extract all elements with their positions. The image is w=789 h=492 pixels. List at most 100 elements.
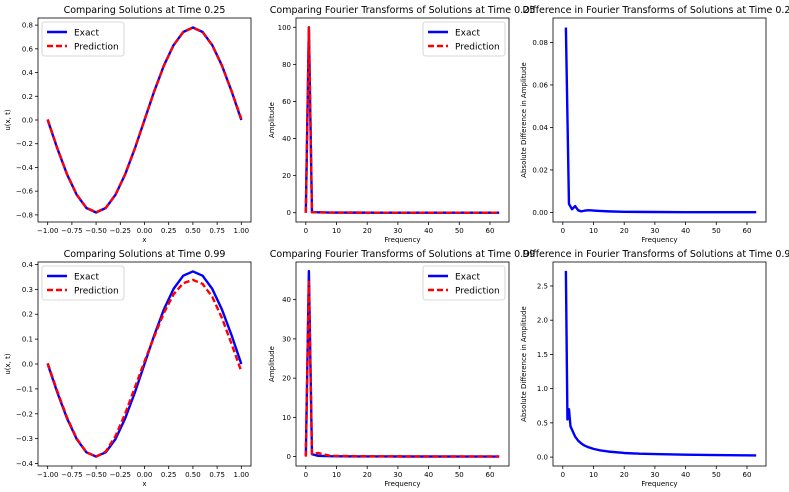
- series-line-2: [46, 26, 243, 214]
- y-axis-label: Absolute Difference in Amplitude: [520, 62, 528, 178]
- series-line-1: [564, 270, 757, 457]
- legend-label: Exact: [74, 28, 99, 38]
- x-axis-label: x: [142, 236, 146, 244]
- series-line-2: [46, 278, 243, 458]
- y-tick-label: −0.2: [16, 140, 33, 148]
- legend: Exact Prediction: [41, 265, 125, 301]
- chart-5: 0 10 20 30 40 50 60 0 10 20 30 40 Comparing Fourier …: [268, 249, 535, 488]
- y-tick-label: −0.2: [16, 410, 33, 418]
- y-tick-label: 100: [278, 24, 291, 32]
- legend: Exact Prediction: [422, 265, 506, 301]
- x-tick-label: 30: [393, 471, 402, 479]
- y-tick-label: 0.04: [532, 124, 548, 132]
- x-tick-label: 50: [712, 227, 721, 235]
- axes-frame: [552, 17, 767, 223]
- y-tick-label: 0.4: [22, 261, 34, 269]
- legend-label: Prediction: [74, 286, 119, 296]
- x-tick-label: 10: [332, 227, 341, 235]
- x-tick-label: −1.00: [37, 227, 58, 235]
- x-tick-label: 0: [561, 227, 565, 235]
- y-tick-label: 0.2: [22, 93, 33, 101]
- legend-label: Prediction: [455, 286, 500, 296]
- chart-title: Difference in Fourier Transforms of Solu…: [522, 5, 789, 16]
- x-tick-label: 30: [650, 471, 659, 479]
- x-tick-label: 1.00: [234, 227, 250, 235]
- y-tick-label: 0.00: [532, 209, 548, 217]
- x-tick-label: 0.00: [137, 471, 153, 479]
- legend-label: Exact: [74, 272, 99, 282]
- x-tick-label: 30: [393, 227, 402, 235]
- legend-box: [422, 265, 506, 301]
- y-tick-label: 30: [282, 335, 291, 343]
- x-tick-label: 20: [363, 227, 372, 235]
- y-axis-label: Amplitude: [268, 102, 276, 138]
- y-tick-label: 60: [282, 98, 291, 106]
- x-tick-label: −0.50: [85, 471, 106, 479]
- x-tick-label: 20: [363, 471, 372, 479]
- y-tick-label: 0: [287, 453, 291, 461]
- x-tick-label: 50: [712, 471, 721, 479]
- chart-title: Comparing Solutions at Time 0.25: [64, 5, 226, 16]
- y-tick-label: 0.4: [22, 69, 34, 77]
- y-tick-label: 10: [282, 414, 291, 422]
- y-tick-label: −0.1: [16, 385, 33, 393]
- legend-box: [41, 21, 125, 57]
- x-tick-label: 0.00: [137, 227, 153, 235]
- chart-title: Comparing Fourier Transforms of Solution…: [270, 249, 536, 260]
- x-tick-label: 0.25: [161, 471, 177, 479]
- y-tick-label: 0.8: [22, 22, 33, 30]
- chart-3: 0 10 20 30 40 50 60 0.00 0.02 0.04 0.06 0.08 Differe…: [520, 5, 789, 244]
- y-axis-label: u(x, t): [4, 353, 12, 375]
- series-line-2: [304, 26, 500, 214]
- series-line-2: [304, 280, 500, 458]
- x-tick-label: 60: [743, 471, 752, 479]
- x-tick-label: −0.75: [61, 471, 82, 479]
- y-tick-label: 0.5: [537, 419, 548, 427]
- chart-6: 0 10 20 30 40 50 60 0.0 0.5 1.0 1.5 2.0 2.5 Differenc…: [520, 249, 789, 488]
- y-tick-label: 0.08: [532, 39, 548, 47]
- y-tick-label: 1.0: [537, 385, 548, 393]
- y-tick-label: 20: [282, 375, 291, 383]
- y-tick-label: 40: [282, 296, 291, 304]
- x-tick-label: 20: [620, 227, 629, 235]
- x-tick-label: 1.00: [234, 471, 250, 479]
- legend-label: Exact: [455, 28, 480, 38]
- x-tick-label: −0.25: [110, 471, 131, 479]
- y-tick-label: 0.0: [22, 117, 33, 125]
- y-tick-label: 2.5: [537, 282, 548, 290]
- y-tick-label: 0.2: [22, 311, 33, 319]
- x-tick-label: −1.00: [37, 471, 58, 479]
- legend-label: Prediction: [74, 42, 119, 52]
- y-axis-label: Absolute Difference in Amplitude: [520, 306, 528, 422]
- y-tick-label: 0.3: [22, 286, 33, 294]
- y-tick-label: 0: [287, 209, 291, 217]
- x-tick-label: 0: [304, 471, 308, 479]
- y-tick-label: 0.0: [537, 454, 548, 462]
- y-tick-label: 0.0: [22, 361, 33, 369]
- x-tick-label: 30: [650, 227, 659, 235]
- x-tick-label: 40: [681, 471, 690, 479]
- x-tick-label: 0.50: [185, 227, 201, 235]
- legend-label: Prediction: [455, 42, 500, 52]
- y-tick-label: 20: [282, 172, 291, 180]
- x-axis-label: Frequency: [641, 236, 677, 244]
- x-tick-label: 0: [561, 471, 565, 479]
- x-axis-label: x: [142, 480, 146, 488]
- y-tick-label: 1.5: [537, 351, 548, 359]
- y-tick-label: 0.06: [532, 81, 548, 89]
- y-axis-label: Amplitude: [268, 346, 276, 382]
- x-tick-label: −0.75: [61, 227, 82, 235]
- y-axis-label: u(x, t): [4, 109, 12, 131]
- x-tick-label: 60: [743, 227, 752, 235]
- x-tick-label: −0.25: [110, 227, 131, 235]
- x-tick-label: 20: [620, 471, 629, 479]
- y-tick-label: 0.02: [532, 166, 548, 174]
- y-tick-label: 80: [282, 61, 291, 69]
- y-tick-label: −0.6: [16, 188, 34, 196]
- x-axis-label: Frequency: [384, 480, 420, 488]
- chart-title: Comparing Solutions at Time 0.99: [64, 249, 226, 260]
- axes-frame: [552, 261, 767, 467]
- x-tick-label: 0.25: [161, 227, 177, 235]
- x-axis-label: Frequency: [641, 480, 677, 488]
